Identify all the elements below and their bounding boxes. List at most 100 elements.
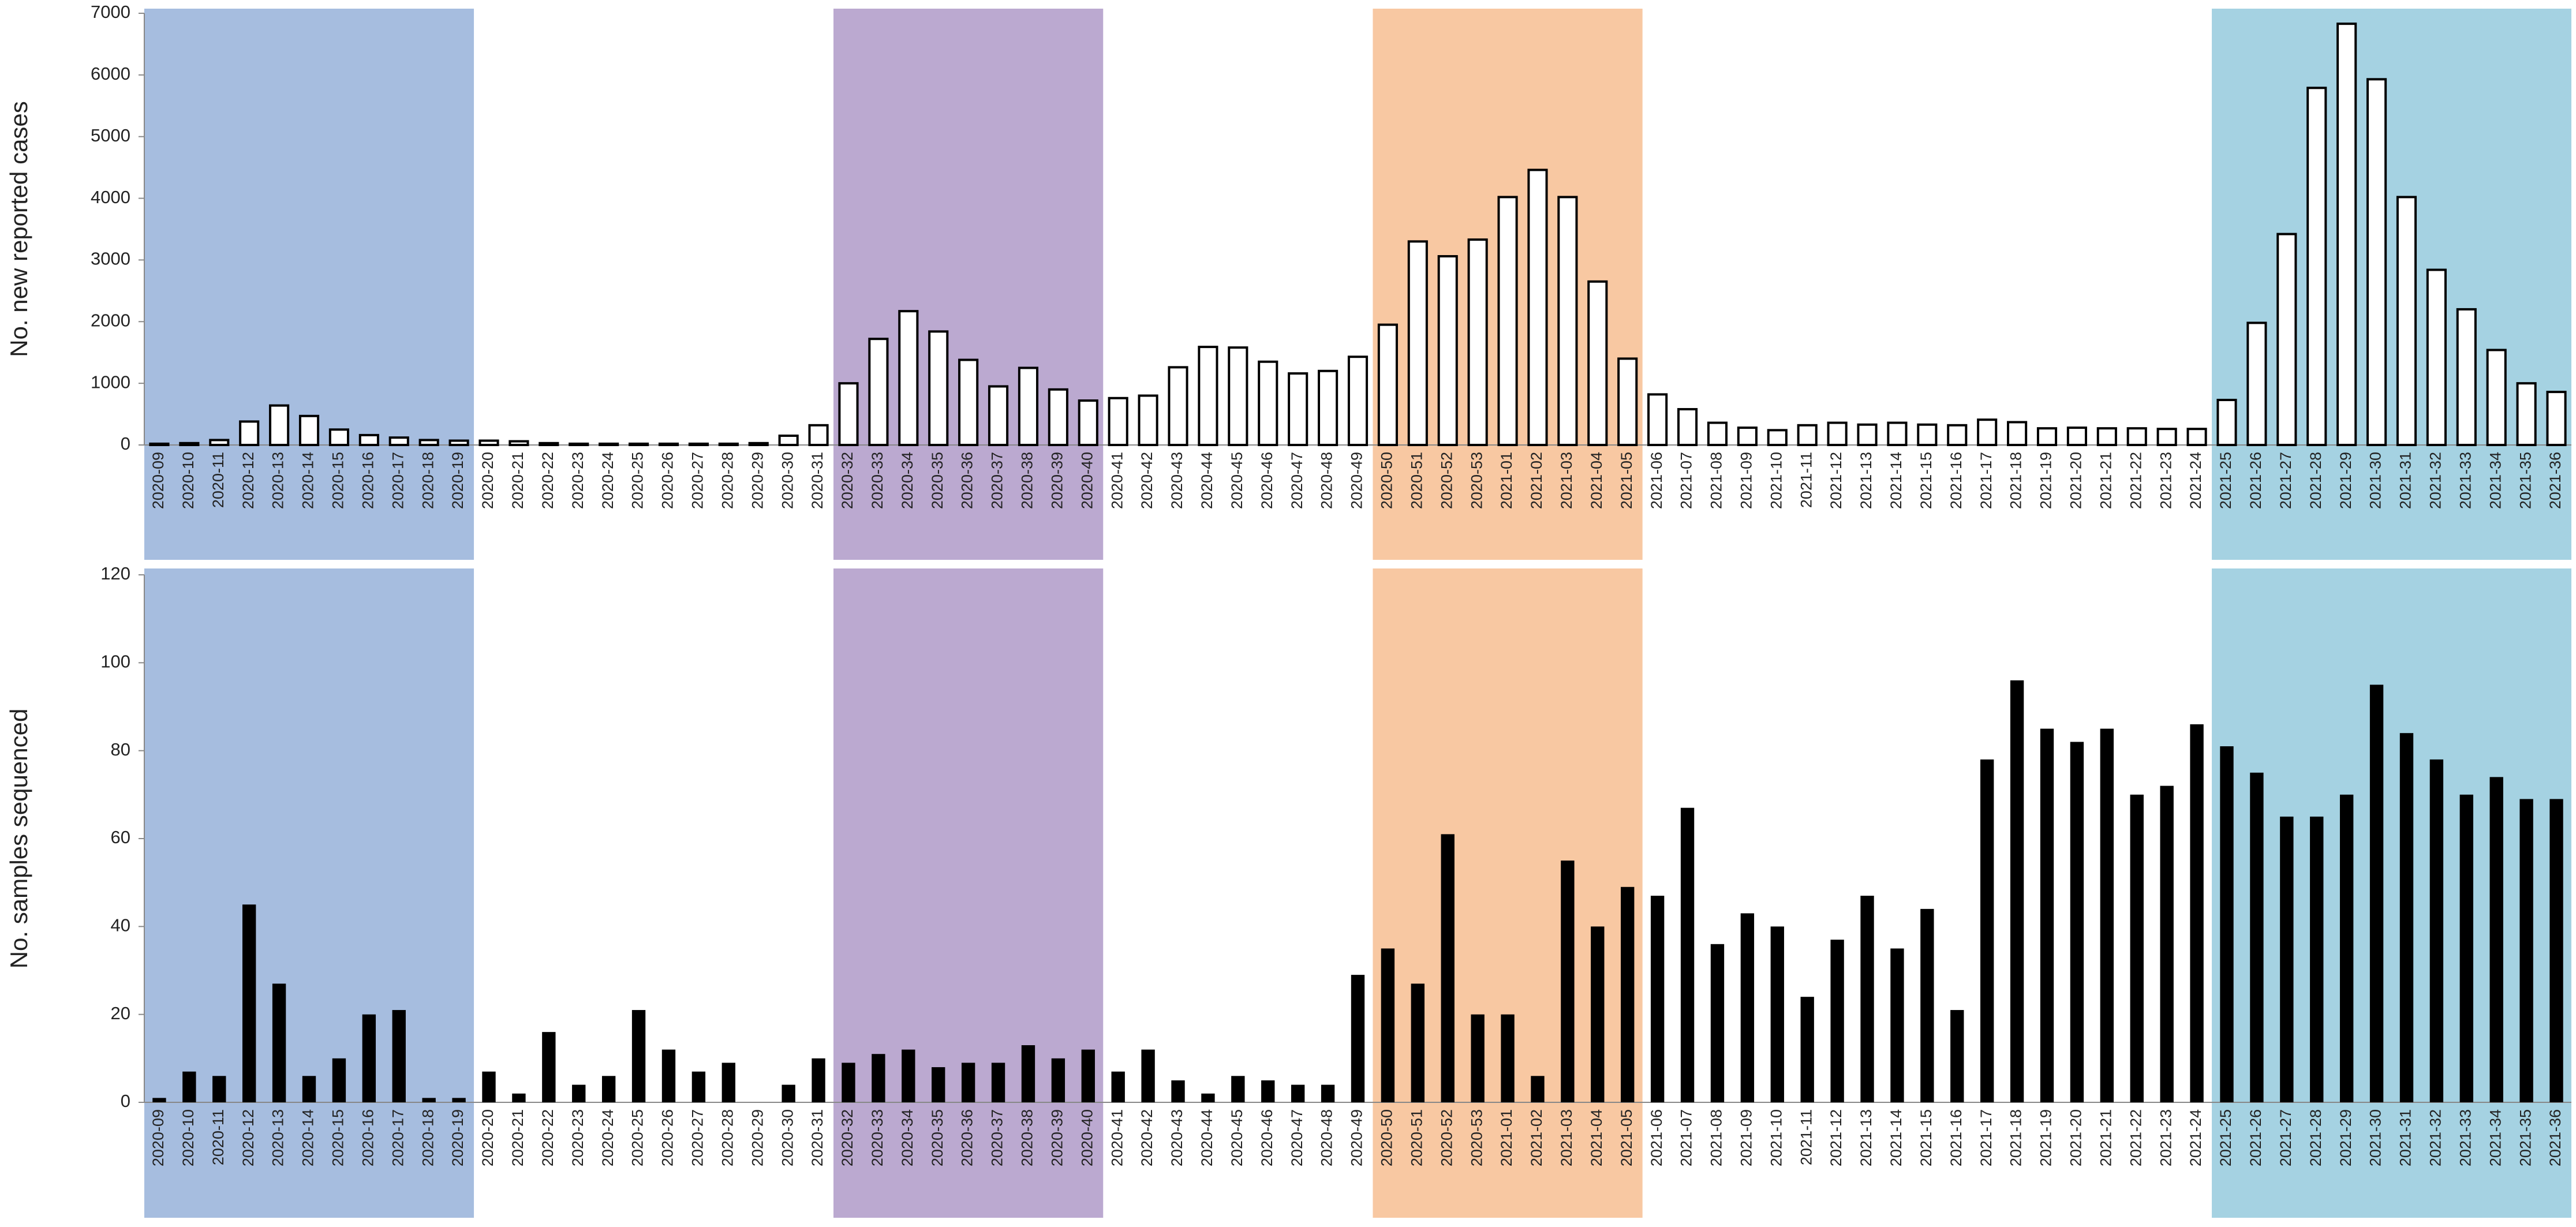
- y-tick-label: 40: [111, 915, 130, 936]
- bar: [1171, 1080, 1185, 1102]
- bar: [1347, 356, 1369, 446]
- x-tick-label: 2020-36: [959, 452, 976, 509]
- x-tick-label: 2021-08: [1708, 1109, 1725, 1166]
- x-tick-label: 2021-32: [2427, 1109, 2444, 1166]
- x-tick-label: 2021-23: [2157, 1109, 2174, 1166]
- bar: [542, 1032, 556, 1102]
- bar: [1737, 427, 1758, 447]
- x-tick-label: 2020-12: [240, 1109, 257, 1166]
- bar: [2429, 759, 2444, 1102]
- x-tick-label: 2021-18: [2007, 1109, 2025, 1166]
- y-tick-label: 60: [111, 827, 130, 847]
- x-tick-label: 2020-41: [1108, 452, 1126, 509]
- bar: [988, 385, 1009, 446]
- bar: [1950, 1010, 1964, 1102]
- x-tick-label: 2021-22: [2127, 452, 2144, 509]
- x-tick-label: 2021-32: [2427, 452, 2444, 509]
- bar: [1201, 1093, 1215, 1102]
- bar: [961, 1063, 975, 1102]
- bar: [778, 434, 799, 447]
- x-tick-label: 2020-42: [1138, 452, 1156, 509]
- bar: [1857, 423, 1878, 446]
- bar: [872, 1054, 885, 1102]
- x-tick-label: 2020-26: [659, 452, 676, 509]
- x-tick-label: 2021-06: [1648, 1109, 1665, 1166]
- x-tick-label: 2021-03: [1558, 452, 1575, 509]
- x-tick-label: 2021-20: [2067, 1109, 2085, 1166]
- bar: [721, 1063, 735, 1102]
- x-tick-label: 2021-22: [2127, 1109, 2144, 1166]
- x-tick-label: 2020-14: [300, 1109, 317, 1166]
- bar: [2007, 421, 2028, 446]
- x-tick-label: 2020-38: [1019, 1109, 1036, 1166]
- x-tick-label: 2021-19: [2037, 1109, 2055, 1166]
- x-tick-label: 2020-27: [689, 1109, 706, 1166]
- x-tick-label: 2020-48: [1318, 452, 1336, 509]
- x-tick-label: 2021-27: [2277, 452, 2294, 509]
- bar: [1198, 346, 1218, 447]
- highlight-band: [144, 9, 474, 560]
- bar: [1677, 408, 1698, 446]
- x-tick-label: 2021-14: [1887, 452, 1905, 509]
- x-tick-label: 2020-22: [539, 1109, 556, 1166]
- bar: [1740, 913, 1755, 1102]
- bar: [1078, 399, 1098, 447]
- bar: [2280, 816, 2294, 1102]
- x-tick-label: 2020-45: [1228, 1109, 1246, 1166]
- bar: [1710, 944, 1725, 1102]
- x-tick-label: 2021-28: [2307, 1109, 2324, 1166]
- x-tick-label: 2021-14: [1887, 1109, 1905, 1166]
- bar: [2130, 794, 2144, 1102]
- x-tick-label: 2020-14: [300, 452, 317, 509]
- x-tick-label: 2021-30: [2367, 1109, 2384, 1166]
- highlight-band: [833, 9, 1104, 560]
- x-tick-label: 2020-17: [389, 452, 406, 509]
- x-tick-label: 2020-45: [1228, 452, 1246, 509]
- x-tick-label: 2021-31: [2397, 452, 2414, 509]
- bar: [629, 442, 649, 446]
- y-tick-label: 7000: [91, 2, 130, 22]
- x-tick-label: 2020-51: [1408, 1109, 1425, 1166]
- bar: [2276, 233, 2297, 446]
- bar: [1527, 169, 1548, 446]
- x-tick-label: 2021-10: [1767, 1109, 1785, 1166]
- x-tick-label: 2020-24: [599, 1109, 616, 1166]
- x-tick-label: 2021-15: [1917, 452, 1935, 509]
- x-tick-label: 2020-48: [1318, 1109, 1336, 1166]
- bar: [1650, 896, 1665, 1102]
- bar: [452, 1098, 466, 1102]
- x-tick-label: 2021-17: [1977, 1109, 1995, 1166]
- x-tick-label: 2021-27: [2277, 1109, 2294, 1166]
- bar: [661, 1049, 676, 1102]
- bar: [1531, 1076, 1545, 1102]
- x-tick-label: 2021-15: [1917, 1109, 1935, 1166]
- bar: [1797, 424, 1818, 447]
- bar: [1411, 983, 1425, 1102]
- x-tick-label: 2021-26: [2247, 1109, 2264, 1166]
- bar: [1621, 886, 1635, 1102]
- bar: [179, 442, 200, 447]
- bar: [1890, 948, 1904, 1102]
- x-tick-label: 2020-40: [1078, 452, 1096, 509]
- bar: [2306, 87, 2327, 447]
- x-tick-label: 2021-08: [1708, 452, 1725, 509]
- x-tick-label: 2020-35: [929, 1109, 946, 1166]
- x-tick-label: 2021-05: [1618, 452, 1635, 509]
- x-tick-label: 2020-09: [149, 1109, 167, 1166]
- x-tick-label: 2020-15: [330, 452, 347, 509]
- y-axis-label: No. samples sequenced: [5, 709, 32, 969]
- bar: [631, 1010, 646, 1102]
- bar: [1377, 323, 1398, 447]
- x-tick-label: 2021-18: [2007, 452, 2025, 509]
- y-tick-label: 4000: [91, 187, 130, 207]
- y-tick-label: 6000: [91, 63, 130, 84]
- bar: [1081, 1049, 1095, 1102]
- x-tick-label: 2020-37: [989, 452, 1006, 509]
- bar: [1111, 1071, 1125, 1102]
- x-tick-label: 2020-42: [1138, 1109, 1156, 1166]
- bar: [1051, 1058, 1065, 1102]
- bar: [512, 1093, 526, 1102]
- x-tick-label: 2020-49: [1348, 452, 1366, 509]
- x-tick-label: 2020-39: [1048, 1109, 1065, 1166]
- bar: [1647, 393, 1668, 446]
